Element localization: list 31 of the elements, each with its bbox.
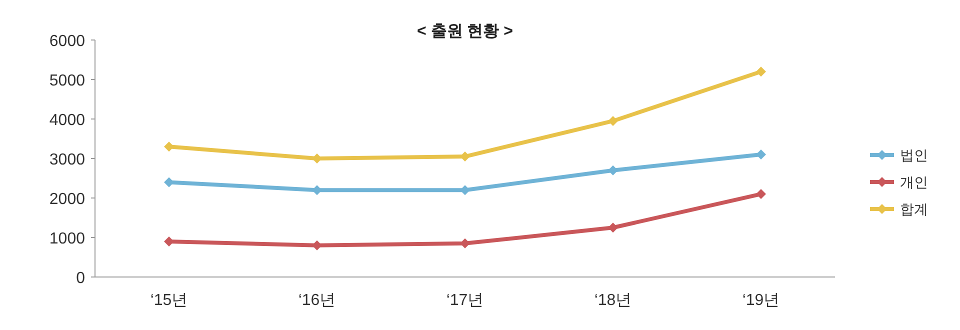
point <box>460 185 470 196</box>
point <box>312 154 322 164</box>
point <box>756 189 766 200</box>
point <box>756 66 766 77</box>
y-tick-label: 2000 <box>49 191 86 208</box>
point <box>756 150 766 160</box>
legend-label: 법인 <box>900 147 928 163</box>
x-tick-label: ‘19년 <box>742 292 780 309</box>
x-tick-label: ‘16년 <box>298 292 336 309</box>
legend-label: 합계 <box>900 201 928 217</box>
x-tick-label: ‘15년 <box>150 292 188 309</box>
x-tick-label: ‘18년 <box>594 292 632 309</box>
y-tick-label: 5000 <box>49 72 86 90</box>
y-tick-label: 3000 <box>49 152 86 168</box>
point <box>608 222 618 233</box>
y-tick-label: 0 <box>76 270 86 287</box>
point <box>164 142 174 152</box>
y-tick-label: 4000 <box>49 112 86 129</box>
y-tick-label: 1000 <box>49 230 86 248</box>
point <box>312 240 322 250</box>
chart-title: < 출원 현황 > <box>416 23 514 40</box>
point <box>608 116 618 126</box>
point <box>460 238 470 248</box>
point <box>164 236 174 246</box>
point <box>164 177 174 188</box>
point <box>312 185 322 196</box>
legend-label: 개인 <box>900 174 928 190</box>
x-tick-label: ‘17년 <box>446 292 484 309</box>
point <box>460 152 470 162</box>
point <box>608 165 618 176</box>
y-tick-label: 6000 <box>49 33 86 50</box>
